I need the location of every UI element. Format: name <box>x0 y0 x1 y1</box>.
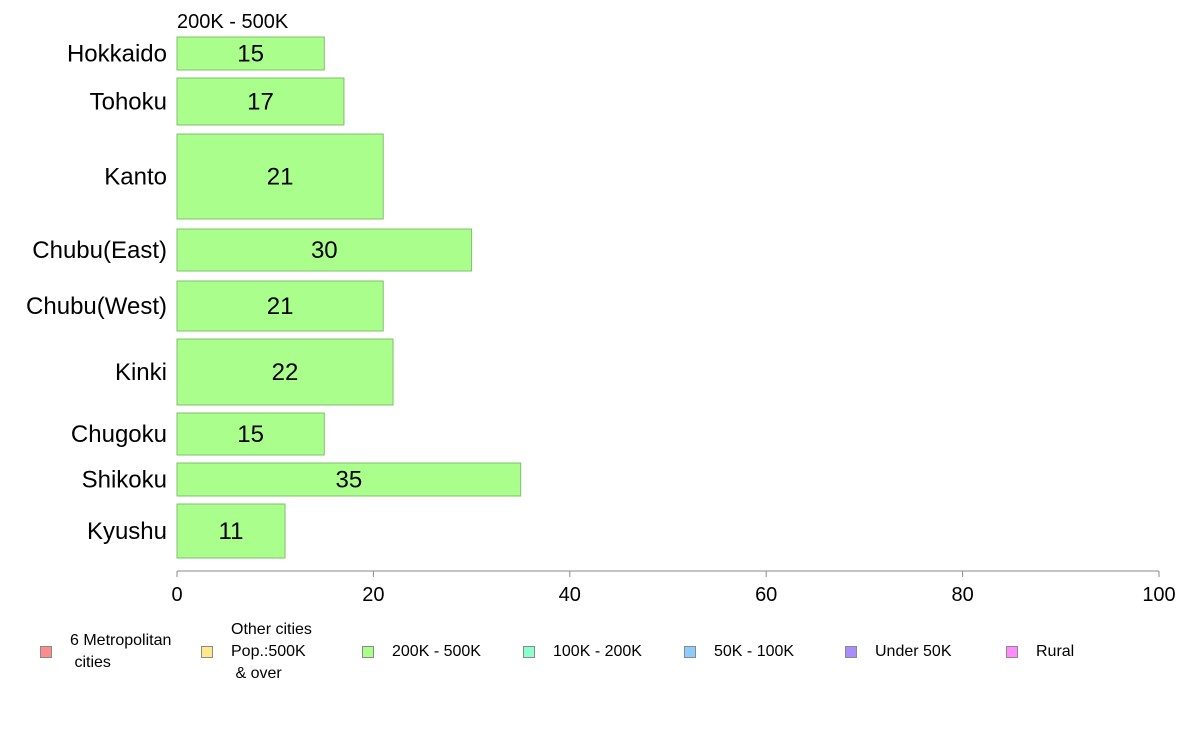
bar-value-label: 11 <box>219 518 244 545</box>
legend-label: Under 50K <box>875 643 952 660</box>
category-label: Kanto <box>104 164 167 191</box>
x-tick-label: 20 <box>362 584 384 606</box>
bar-value-label: 21 <box>267 293 294 320</box>
category-label: Kyushu <box>87 518 167 545</box>
bar-value-label: 35 <box>335 467 362 494</box>
x-tick-label: 80 <box>951 584 973 606</box>
bar-kyushu <box>176 503 286 559</box>
x-axis: 0 20 40 60 80 100 <box>171 570 1176 606</box>
bar-hokkaido <box>176 36 325 71</box>
x-tick-label: 100 <box>1142 584 1175 606</box>
legend-item: 50K - 100K <box>684 618 794 686</box>
legend-label: Rural <box>1036 643 1075 660</box>
x-tick-label: 60 <box>755 584 777 606</box>
bar-shikoku <box>176 462 522 497</box>
category-label: Kinki <box>115 359 167 386</box>
bar-kanto <box>176 133 384 220</box>
chart-panel-title: 200K - 500K <box>177 11 289 33</box>
category-label: Chubu(East) <box>32 237 167 264</box>
category-label: Chugoku <box>71 421 167 448</box>
legend-swatch <box>523 646 535 658</box>
legend-label: 50K - 100K <box>714 643 795 660</box>
legend-label: 200K - 500K <box>392 643 481 660</box>
bars-group: Hokkaido 15 Tohoku 17 Kanto 21 Chubu(East) 30 Ch… <box>26 36 522 559</box>
bar-chubu-east <box>176 228 473 272</box>
bar-chugoku <box>176 412 325 456</box>
bar-chubu-west <box>176 280 384 332</box>
legend-item: 100K - 200K <box>523 618 642 686</box>
legend-label: 6 Metropolitan cities <box>70 632 172 671</box>
legend-item: Other cities Pop.:500K & over <box>201 618 312 686</box>
legend-swatch <box>40 646 52 658</box>
category-label: Hokkaido <box>67 41 167 68</box>
bar-value-label: 21 <box>267 164 294 191</box>
bar-value-label: 15 <box>237 41 264 68</box>
bar-value-label: 30 <box>311 237 338 264</box>
legend-label: Other cities Pop.:500K & over <box>231 621 312 682</box>
category-label: Chubu(West) <box>26 293 167 320</box>
legend-item: Rural <box>1006 618 1074 686</box>
legend-item: Under 50K <box>845 618 952 686</box>
legend-item: 6 Metropolitan cities <box>40 618 171 686</box>
bar-chart: 200K - 500K Hokkaido 15 Tohoku 17 Kanto 21 Chu… <box>26 11 1176 606</box>
bar-kinki <box>176 338 394 406</box>
bar-value-label: 22 <box>272 359 299 386</box>
legend-swatch <box>845 646 857 658</box>
legend-label: 100K - 200K <box>553 643 642 660</box>
bar-value-label: 15 <box>237 421 264 448</box>
legend-swatch <box>201 646 213 658</box>
legend-swatch <box>362 646 374 658</box>
category-label: Shikoku <box>82 467 167 494</box>
bar-tohoku <box>176 77 345 126</box>
bar-value-label: 17 <box>247 89 274 116</box>
legend-swatch <box>1006 646 1018 658</box>
legend-item: 200K - 500K <box>362 618 481 686</box>
legend: 6 Metropolitan cities Other cities Pop.:5… <box>0 618 1188 698</box>
x-tick-label: 40 <box>559 584 581 606</box>
legend-swatch <box>684 646 696 658</box>
x-tick-label: 0 <box>171 584 182 606</box>
category-label: Tohoku <box>90 89 167 116</box>
